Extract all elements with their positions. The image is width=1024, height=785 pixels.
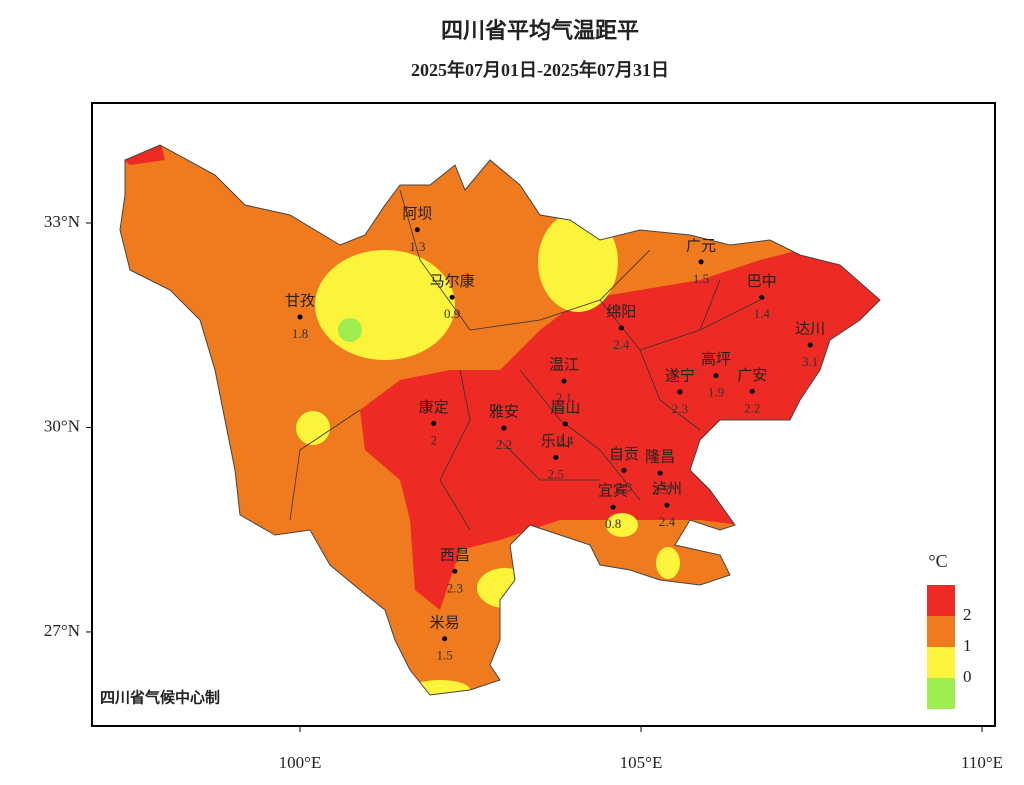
y-tick-label: 33°N xyxy=(44,212,80,231)
station-value: 2.4 xyxy=(613,337,630,352)
province-border xyxy=(119,144,881,696)
station-value: 2.3 xyxy=(616,479,632,494)
station-value: 2.5 xyxy=(652,482,668,497)
station-value: 2.5 xyxy=(548,466,564,481)
station-name: 广安 xyxy=(737,366,767,384)
station-name: 高坪 xyxy=(701,350,731,368)
station-value: 2.2 xyxy=(744,400,760,415)
anomaly-0-1 xyxy=(606,513,638,537)
station-name: 甘孜 xyxy=(285,292,315,310)
anomaly-0-1 xyxy=(296,411,330,445)
station-name: 西昌 xyxy=(440,546,470,564)
station-dot xyxy=(621,467,627,473)
station-name: 康定 xyxy=(419,398,449,416)
station-dot xyxy=(664,502,670,508)
station-dot xyxy=(677,389,683,395)
station-dot xyxy=(297,314,303,320)
station-name: 达川 xyxy=(795,319,825,337)
legend-label: 0 xyxy=(963,667,972,686)
legend-swatch xyxy=(927,678,955,709)
x-tick-label: 105°E xyxy=(620,753,663,772)
station-name: 隆昌 xyxy=(645,448,675,466)
x-tick-label: 100°E xyxy=(279,753,322,772)
station-value: 2 xyxy=(430,432,437,447)
station-value: 1.5 xyxy=(693,271,709,286)
legend-title: °C xyxy=(928,551,947,571)
station-name: 绵阳 xyxy=(606,302,636,320)
map-title: 四川省平均气温距平 xyxy=(441,18,639,44)
station-dot xyxy=(657,470,663,476)
station-name: 眉山 xyxy=(550,399,580,417)
station-dot xyxy=(449,294,455,300)
station-name: 遂宁 xyxy=(665,367,695,385)
station-name: 巴中 xyxy=(747,272,777,290)
station-name: 阿坝 xyxy=(402,204,432,222)
anomaly-0-1 xyxy=(315,250,455,360)
station-value: 1.8 xyxy=(292,326,308,341)
station-dot xyxy=(562,421,568,427)
y-tick-label: 30°N xyxy=(44,416,80,435)
county-border xyxy=(289,189,761,531)
station-dot xyxy=(442,636,448,642)
station-dot xyxy=(501,425,507,431)
station-name: 温江 xyxy=(549,356,579,374)
legend-label: 1 xyxy=(963,636,972,655)
station-name: 广元 xyxy=(686,236,716,254)
station-name: 雅安 xyxy=(489,403,519,421)
legend-label: 2 xyxy=(963,605,972,624)
station-dot xyxy=(698,259,704,265)
anomaly-above-2 xyxy=(360,250,880,610)
station-value: 1.5 xyxy=(436,648,452,663)
station-dot xyxy=(759,294,765,300)
map-subtitle: 2025年07月01日-2025年07月31日 xyxy=(411,59,669,80)
station-value: 2.4 xyxy=(557,433,574,448)
y-tick-label: 27°N xyxy=(44,621,80,640)
anomaly-0-1 xyxy=(410,680,470,695)
legend-swatch xyxy=(927,585,955,616)
station-dot xyxy=(618,325,624,331)
station-value: 1.4 xyxy=(754,306,771,321)
station-value: 1.9 xyxy=(708,385,724,400)
station-value: 1.3 xyxy=(409,239,425,254)
station-dot xyxy=(431,420,437,426)
station-value: 2.4 xyxy=(659,514,676,529)
legend-swatch xyxy=(927,647,955,678)
station-dot xyxy=(713,373,719,379)
station-dot xyxy=(561,378,567,384)
station-dot xyxy=(553,454,559,460)
anomaly-0-1 xyxy=(656,547,680,579)
station-value: 3.1 xyxy=(802,354,818,369)
station-value: 2.3 xyxy=(447,580,463,595)
station-value: 2.1 xyxy=(556,390,572,405)
station-name: 泸州 xyxy=(652,480,682,498)
station-dot xyxy=(749,388,755,394)
station-value: 2.2 xyxy=(496,437,512,452)
station-name: 乐山 xyxy=(541,432,571,450)
anomaly-below-0 xyxy=(338,318,362,342)
station-dot xyxy=(807,342,813,348)
legend-swatch xyxy=(927,616,955,647)
x-tick-label: 110°E xyxy=(961,753,1003,772)
station-name: 自贡 xyxy=(609,445,639,463)
station-name: 米易 xyxy=(430,613,460,631)
station-value: 0.9 xyxy=(444,306,460,321)
station-dot xyxy=(414,227,420,233)
station-dot xyxy=(610,504,616,510)
station-dot xyxy=(452,568,458,574)
credit: 四川省气候中心制 xyxy=(100,689,220,707)
station-name: 宜宾 xyxy=(598,482,628,500)
station-name: 马尔康 xyxy=(430,272,475,290)
station-value: 2.3 xyxy=(672,401,688,416)
station-value: 0.8 xyxy=(605,516,621,531)
